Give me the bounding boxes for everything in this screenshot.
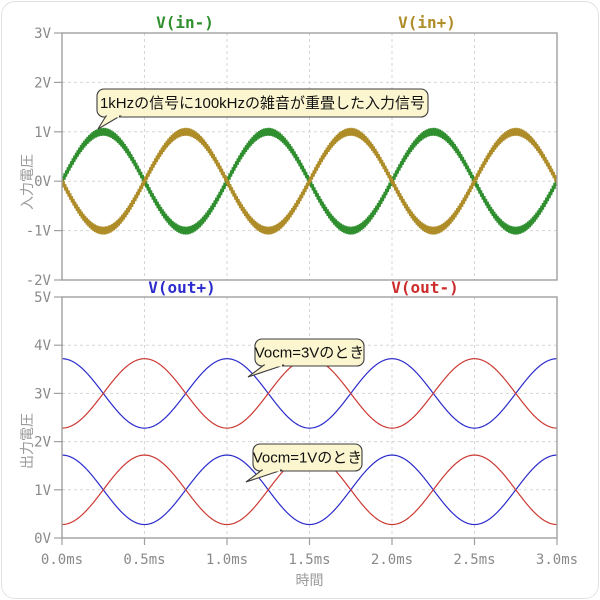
bubble-seam	[265, 363, 282, 367]
x-tick-label: 0.5ms	[123, 552, 165, 568]
waveform-vout-plus-vocm1	[62, 454, 557, 526]
output-plot-area	[61, 296, 558, 539]
x-axis-dynamic: 0.0ms 0.5ms 1.0ms 1.5ms 2.0ms 2.5ms 3.0ms	[41, 538, 578, 568]
annotation-vocm1-text: Vocm=1Vのとき	[253, 450, 363, 467]
x-axis-title: 時間	[296, 572, 324, 588]
bubble-seam	[263, 468, 280, 472]
x-tick-label: 0.0ms	[41, 552, 83, 568]
y-tick-label: 5V	[34, 290, 51, 306]
y-tick-label: 3V	[34, 386, 51, 402]
y-tick-label: 1V	[34, 483, 51, 499]
y-tick-label: 2V	[34, 75, 51, 91]
legend-vout-plus: V(out+)	[148, 278, 215, 297]
y-tick-label: -2V	[26, 273, 52, 289]
annotation-bubble	[252, 443, 363, 472]
y-tick-label: 3V	[34, 26, 51, 42]
bubble-seam	[107, 114, 119, 118]
input-plot-area	[61, 32, 558, 281]
legend-vout-minus: V(out-)	[391, 278, 458, 297]
input-y-axis-title: 入力電圧	[19, 154, 35, 210]
legend-vin-minus: V(in-)	[156, 13, 214, 32]
annotation-vocm1-note: Vocm=1Vのとき	[245, 443, 363, 483]
output-y-axis-title: 出力電圧	[19, 413, 35, 469]
y-tick-label: 1V	[34, 125, 51, 141]
annotation-bubble-tail	[245, 469, 283, 483]
waveform-vin-plus	[62, 127, 557, 235]
annotation-vocm3-text: Vocm=3Vのとき	[255, 345, 365, 362]
y-tick-label: 4V	[34, 338, 51, 354]
y-tick-label: -1V	[26, 224, 52, 240]
y-tick-label: 0V	[34, 531, 51, 547]
x-tick-label: 1.5ms	[288, 552, 330, 568]
x-tick-label: 2.0ms	[371, 552, 413, 568]
x-tick-label: 2.5ms	[453, 552, 495, 568]
y-tick-label: 0V	[34, 174, 51, 190]
annotation-bubble	[96, 88, 429, 118]
waveform-vout-plus-vocm3	[62, 358, 557, 429]
output-panel-dynamic: 5V 4V 3V 2V 1V 0V	[34, 290, 557, 547]
annotation-input-note: 1kHzの信号に100kHzの雑音が重畳した入力信号	[96, 88, 429, 130]
annotation-bubble-tail	[247, 364, 285, 378]
annotation-bubble-tail	[97, 115, 123, 130]
legend-vin-plus: V(in+)	[398, 13, 456, 32]
y-tick-label: 2V	[34, 435, 51, 451]
annotation-input-note-text: 1kHzの信号に100kHzの雑音が重畳した入力信号	[100, 95, 425, 112]
annotation-bubble	[254, 338, 365, 367]
x-tick-label: 3.0ms	[536, 552, 578, 568]
x-tick-label: 1.0ms	[206, 552, 248, 568]
annotation-vocm3-note: Vocm=3Vのとき	[247, 338, 365, 378]
input-panel-dynamic: 3V 2V 1V 0V -1V -2V	[26, 26, 557, 289]
